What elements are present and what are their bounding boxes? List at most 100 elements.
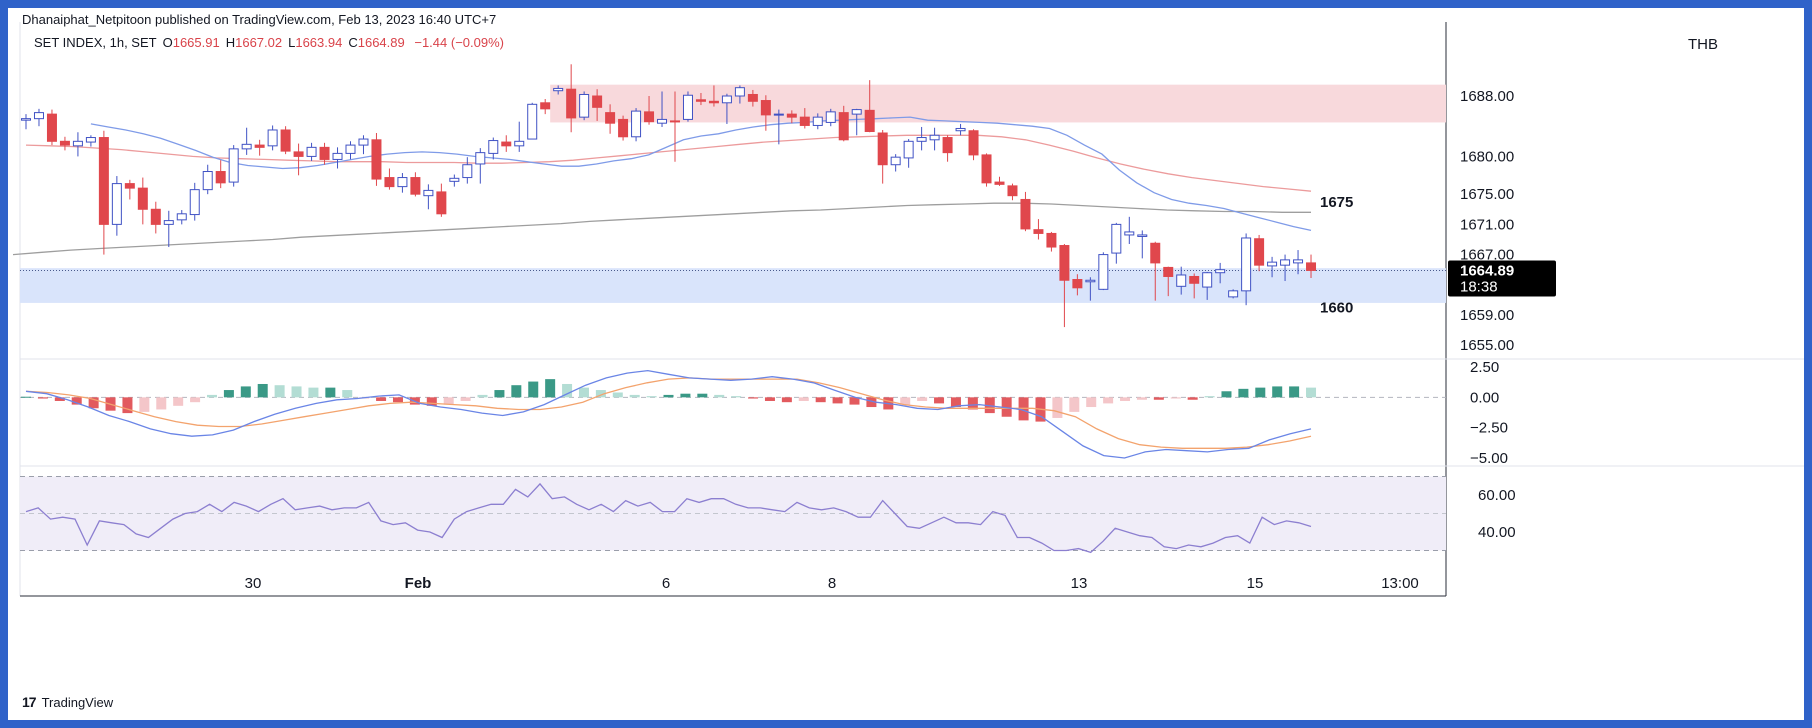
macd-histogram-bar — [426, 397, 437, 406]
candle-body — [1111, 223, 1122, 254]
time-tick-label: 13 — [1071, 575, 1088, 592]
tradingview-footer[interactable]: 17 TradingView — [22, 694, 113, 710]
rsi-tick-label: 60.00 — [1478, 487, 1516, 504]
macd-histogram-bar — [1204, 396, 1215, 398]
candle-body — [306, 146, 317, 157]
candle-body — [202, 171, 213, 191]
macd-histogram-bar — [815, 397, 826, 403]
candle-body — [929, 134, 940, 141]
currency-label: THB — [1688, 36, 1718, 53]
macd-histogram-bar — [612, 392, 623, 398]
macd-histogram-bar — [1086, 397, 1097, 408]
candle-body — [955, 127, 966, 132]
time-tick-label: 15 — [1247, 575, 1264, 592]
candle-body — [579, 93, 590, 118]
candle-body — [163, 220, 174, 225]
macd-histogram-bar — [680, 393, 691, 398]
macd-histogram-bar — [173, 397, 184, 406]
macd-histogram-bar — [1289, 386, 1300, 398]
candle-body — [1228, 290, 1239, 298]
candle-body — [618, 118, 629, 138]
candle-body — [1163, 266, 1174, 277]
candle-body — [877, 132, 888, 166]
ma-slow-line — [12, 202, 1311, 256]
time-tick-label: 8 — [828, 575, 836, 592]
macd-histogram-bar — [1136, 397, 1147, 400]
level-label-1675: 1675 — [1320, 194, 1353, 211]
candle-body — [631, 110, 642, 138]
candle-body — [488, 140, 499, 154]
candle-body — [72, 140, 83, 147]
candle-body — [708, 100, 719, 104]
macd-histogram-bar — [714, 394, 725, 398]
macd-histogram-bar — [223, 390, 234, 398]
candle-body — [605, 112, 616, 124]
candle-body — [59, 140, 70, 146]
macd-histogram-bar — [849, 397, 860, 405]
macd-histogram-bar — [595, 390, 606, 398]
macd-histogram-bar — [443, 397, 454, 405]
candle-body — [838, 112, 849, 141]
candle-body — [501, 141, 512, 147]
last-price-value: 1664.89 — [1460, 262, 1514, 279]
candle-body — [1176, 274, 1187, 287]
macd-signal-line — [25, 377, 1312, 449]
macd-histogram-bar — [494, 390, 505, 398]
candle-body — [1007, 185, 1018, 197]
close-value: 1664.89 — [357, 35, 405, 50]
macd-histogram-bar — [21, 396, 31, 398]
macd-histogram-bar — [1170, 397, 1181, 399]
macd-histogram-bar — [54, 397, 65, 401]
macd-histogram-bar — [122, 397, 133, 414]
candle-body — [241, 143, 252, 150]
candle-body — [98, 137, 109, 225]
macd-histogram-bar — [477, 394, 488, 398]
candle-body — [397, 177, 408, 188]
candle-body — [176, 213, 187, 221]
candle-body — [1046, 232, 1057, 248]
macd-histogram-bar — [1069, 397, 1080, 412]
open-value: 1665.91 — [172, 35, 220, 50]
tradingview-logo-icon: 17 — [22, 694, 37, 710]
macd-histogram-bar — [934, 397, 945, 404]
candle-body — [1280, 259, 1291, 266]
macd-histogram-bar — [240, 386, 251, 398]
candle-body — [189, 189, 200, 216]
candle-body — [1202, 272, 1213, 288]
candle-body — [682, 94, 693, 120]
macd-line — [25, 369, 1312, 459]
candle-body — [1189, 275, 1200, 284]
candle-body — [345, 144, 356, 154]
macd-histogram-bar — [832, 397, 843, 404]
countdown-value: 18:38 — [1460, 278, 1498, 295]
candle-body — [916, 137, 927, 142]
candle-body — [124, 183, 135, 189]
candle-body — [319, 146, 330, 160]
macd-histogram-bar — [798, 397, 809, 401]
change-value: −1.44 (−0.09%) — [414, 35, 504, 50]
candles-group — [21, 64, 1317, 328]
candle-body — [644, 111, 655, 123]
chart-canvas[interactable]: 1675 1660 1688.00 1680.00 1675.00 1671.00 1667… — [8, 8, 1804, 720]
macd-histogram-bar — [460, 397, 471, 401]
candle-body — [436, 191, 447, 215]
resistance-zone — [550, 84, 1446, 123]
low-label: L — [288, 35, 296, 50]
candle-body — [1020, 198, 1031, 230]
candle-body — [851, 109, 862, 115]
candle-body — [903, 140, 914, 159]
macd-histogram-bar — [1221, 391, 1232, 398]
low-value: 1663.94 — [295, 35, 343, 50]
candle-body — [33, 112, 44, 120]
macd-histogram-bar — [562, 383, 573, 398]
candle-body — [592, 95, 603, 108]
candle-body — [760, 100, 771, 116]
candle-body — [773, 113, 784, 116]
time-tick-label: 6 — [662, 575, 670, 592]
candle-body — [384, 177, 395, 188]
time-tick-label: 13:00 — [1381, 575, 1419, 592]
candle-body — [371, 139, 382, 180]
candle-body — [1098, 254, 1109, 290]
price-tick-label: 1675.00 — [1460, 186, 1514, 203]
candle-body — [1293, 259, 1304, 264]
